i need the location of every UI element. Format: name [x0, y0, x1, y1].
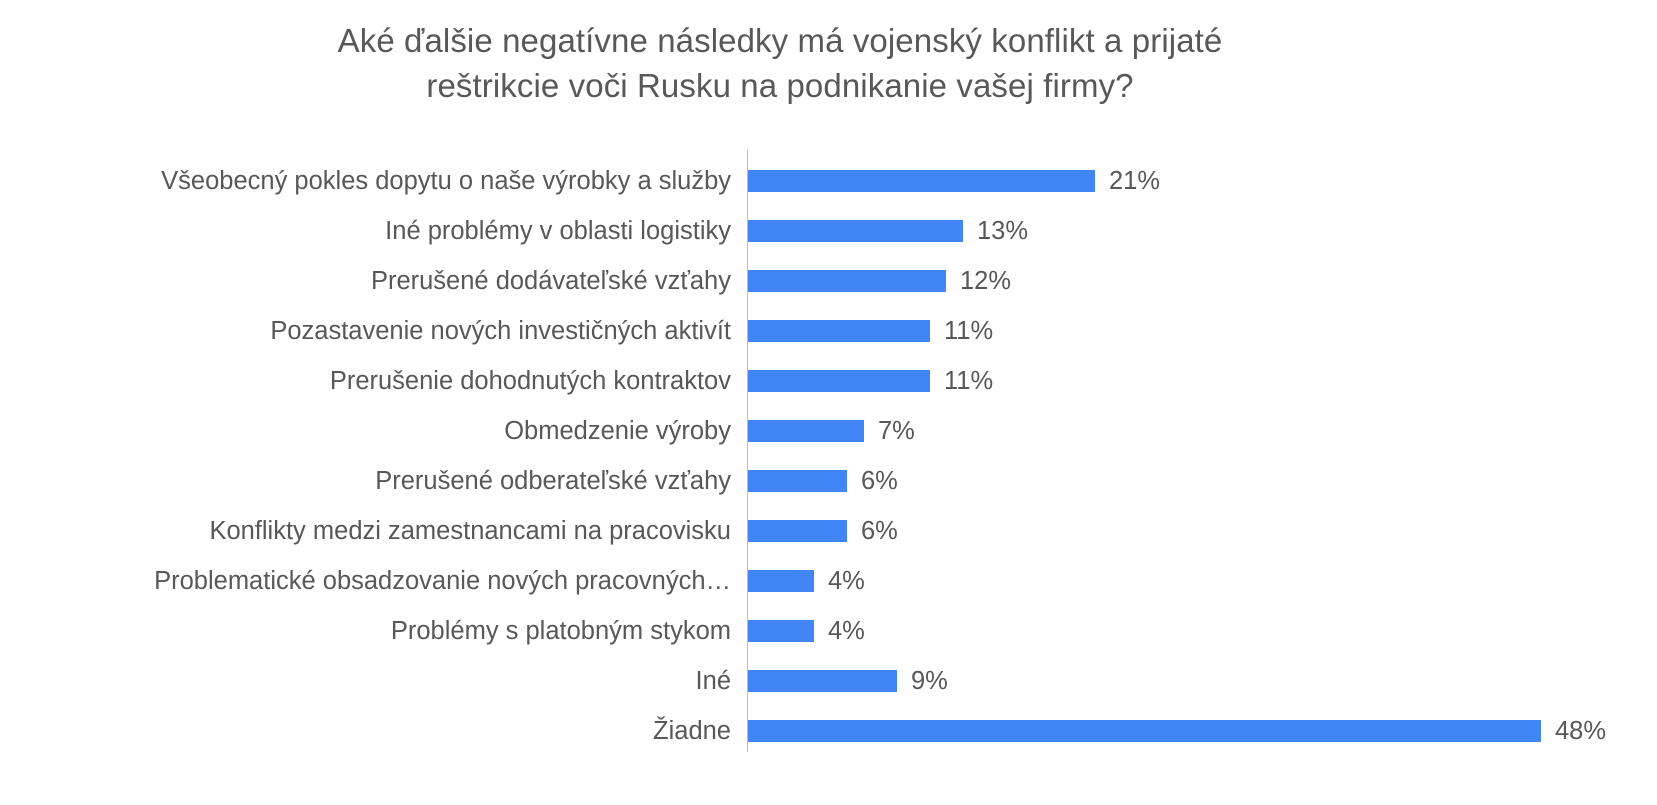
bar[interactable]	[748, 470, 847, 492]
category-label: Problémy s platobným stykom	[390, 617, 731, 645]
bar[interactable]	[748, 520, 847, 542]
bar-container: 11%	[748, 356, 1648, 406]
bar-value-label: 13%	[977, 217, 1029, 245]
bar-row: Všeobecný pokles dopytu o naše výrobky a…	[0, 156, 1657, 206]
bar-row: Obmedzenie výroby 7%	[0, 406, 1657, 456]
bar[interactable]	[748, 320, 930, 342]
bar-value-label: 4%	[828, 617, 865, 645]
bar-container: 11%	[748, 306, 1648, 356]
bar-row: Problémy s platobným stykom 4%	[0, 606, 1657, 656]
category-label: Konflikty medzi zamestnancami na pracovi…	[209, 517, 731, 545]
bar-value-label: 7%	[878, 417, 915, 445]
bar-row: Pozastavenie nových investičných aktivít…	[0, 306, 1657, 356]
bar-value-label: 9%	[911, 667, 948, 695]
category-label: Problematické obsadzovanie nových pracov…	[154, 567, 731, 595]
bar-value-label: 6%	[861, 517, 898, 545]
bar-row: Iné problémy v oblasti logistiky 13%	[0, 206, 1657, 256]
bar-row: Problematické obsadzovanie nových pracov…	[0, 556, 1657, 606]
category-label: Pozastavenie nových investičných aktivít	[270, 317, 731, 345]
bar-value-label: 11%	[944, 317, 994, 345]
bar-value-label: 12%	[960, 267, 1012, 295]
bar[interactable]	[748, 270, 946, 292]
bar[interactable]	[748, 670, 897, 692]
category-label: Prerušenie dohodnutých kontraktov	[329, 367, 731, 395]
bar[interactable]	[748, 420, 864, 442]
bar[interactable]	[748, 620, 814, 642]
bar[interactable]	[748, 220, 963, 242]
bar-row: Prerušené odberateľské vzťahy 6%	[0, 456, 1657, 506]
chart-title: Aké ďalšie negatívne následky má vojensk…	[337, 22, 1223, 104]
bar-container: 48%	[748, 706, 1648, 756]
category-label: Iné	[695, 667, 731, 695]
bar-container: 6%	[748, 506, 1648, 556]
bar[interactable]	[748, 170, 1095, 192]
bar-container: 6%	[748, 456, 1648, 506]
bar-container: 12%	[748, 256, 1648, 306]
bar-row: Žiadne 48%	[0, 706, 1657, 756]
bar-row: Konflikty medzi zamestnancami na pracovi…	[0, 506, 1657, 556]
bar-container: 4%	[748, 556, 1648, 606]
bar-value-label: 4%	[828, 567, 865, 595]
bar[interactable]	[748, 720, 1541, 742]
plot-area: Všeobecný pokles dopytu o naše výrobky a…	[0, 148, 1657, 758]
category-axis-line	[747, 150, 748, 752]
category-label: Všeobecný pokles dopytu o naše výrobky a…	[161, 167, 731, 195]
category-label: Obmedzenie výroby	[504, 417, 731, 445]
bar-row: Prerušené dodávateľské vzťahy 12%	[0, 256, 1657, 306]
bar-container: 7%	[748, 406, 1648, 456]
category-label: Žiadne	[653, 717, 731, 745]
bar-container: 9%	[748, 656, 1648, 706]
category-label: Prerušené odberateľské vzťahy	[375, 467, 731, 495]
bar-container: 21%	[748, 156, 1648, 206]
bar[interactable]	[748, 370, 930, 392]
bar-container: 4%	[748, 606, 1648, 656]
category-label: Iné problémy v oblasti logistiky	[385, 217, 731, 245]
bar-container: 13%	[748, 206, 1648, 256]
bar-row: Prerušenie dohodnutých kontraktov 11%	[0, 356, 1657, 406]
bar-value-label: 48%	[1555, 717, 1607, 745]
bar-value-label: 21%	[1109, 167, 1161, 195]
category-label: Prerušené dodávateľské vzťahy	[370, 267, 731, 295]
bar-value-label: 6%	[861, 467, 898, 495]
bar-row: Iné 9%	[0, 656, 1657, 706]
bar-value-label: 11%	[944, 367, 994, 395]
bar[interactable]	[748, 570, 814, 592]
